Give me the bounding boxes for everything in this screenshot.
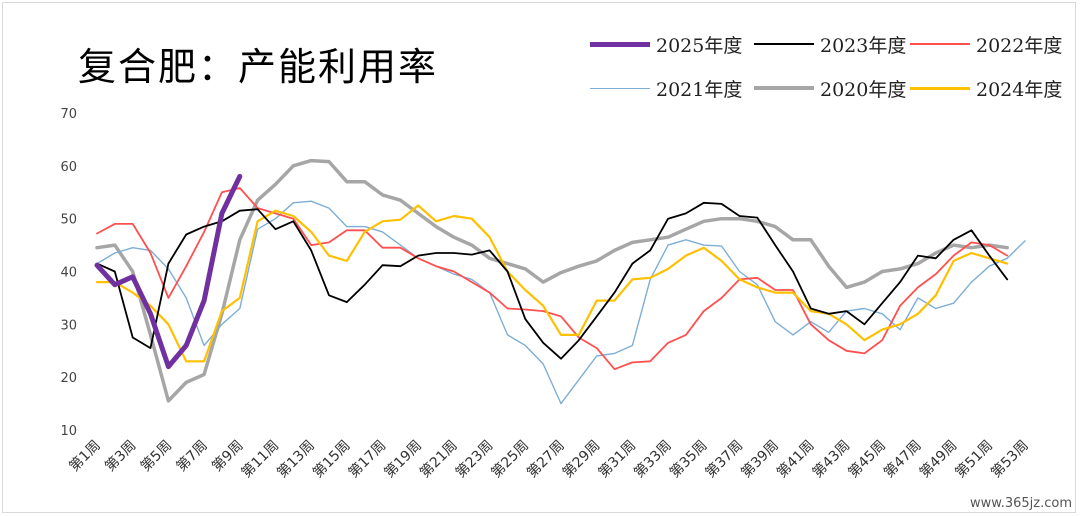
x-tick-label: 第53周: [987, 437, 1031, 481]
x-tick-label: 第21周: [416, 437, 460, 481]
x-tick-label: 第25周: [488, 437, 532, 481]
legend-swatch-2020: [754, 86, 814, 90]
x-tick-label: 第33周: [630, 437, 674, 481]
x-tick-label: 第15周: [309, 437, 353, 481]
x-tick-label: 第19周: [381, 437, 425, 481]
series-line-2025: [94, 173, 243, 370]
legend-swatch-2025: [590, 41, 650, 47]
x-tick-label: 第41周: [773, 437, 817, 481]
x-axis: 第1周第3周第5周第7周第9周第11周第13周第15周第17周第19周第21周第…: [66, 437, 1032, 481]
y-tick-label: 50: [60, 213, 77, 228]
y-tick-label: 10: [60, 424, 77, 439]
x-tick-label: 第49周: [916, 437, 960, 481]
legend-item-2023: 2023年度: [754, 32, 907, 57]
series-lines: [94, 158, 1026, 405]
legend-label-2020: 2020年度: [820, 78, 907, 101]
x-tick-label: 第43周: [809, 437, 853, 481]
legend-label-2023: 2023年度: [820, 34, 907, 57]
y-tick-label: 30: [60, 318, 77, 333]
legend-swatch-2023: [754, 43, 814, 45]
legend-item-2024: 2024年度: [910, 76, 1063, 101]
x-tick-label: 第17周: [345, 437, 389, 481]
series-line-2020: [95, 158, 1009, 403]
legend-label-2025: 2025年度: [656, 34, 743, 57]
x-tick-label: 第23周: [452, 437, 496, 481]
x-tick-label: 第1周: [66, 437, 104, 475]
x-tick-label: 第51周: [952, 437, 996, 481]
watermark: www.365jz.com: [970, 496, 1072, 511]
y-tick-label: 20: [60, 371, 77, 386]
x-tick-label: 第35周: [666, 437, 710, 481]
x-tick-label: 第31周: [595, 437, 639, 481]
x-tick-label: 第11周: [238, 437, 282, 481]
x-tick-label: 第29周: [559, 437, 603, 481]
x-tick-label: 第27周: [523, 437, 567, 481]
series-line-2024: [95, 204, 1009, 363]
x-tick-label: 第47周: [880, 437, 924, 481]
legend-label-2022: 2022年度: [976, 34, 1063, 57]
x-tick-label: 第37周: [702, 437, 746, 481]
legend-swatch-2024: [910, 86, 970, 90]
legend-item-2025: 2025年度: [590, 32, 743, 57]
legend-item-2022: 2022年度: [910, 32, 1063, 57]
legend-swatch-2022: [910, 43, 970, 45]
x-tick-label: 第3周: [101, 437, 139, 475]
legend-swatch-2021: [590, 87, 650, 89]
y-tick-label: 40: [60, 266, 77, 281]
chart-title: 复合肥：产能利用率: [78, 45, 439, 89]
series-line-2023: [96, 201, 1009, 360]
legend-item-2021: 2021年度: [590, 76, 743, 101]
series-line-2022: [96, 187, 1009, 371]
chart-legend: 2025年度 2023年度 2022年度 2021年度 2020年度 2024年…: [590, 28, 1070, 106]
legend-label-2024: 2024年度: [976, 78, 1063, 101]
y-tick-label: 70: [60, 107, 77, 122]
x-tick-label: 第5周: [137, 437, 175, 475]
legend-item-2020: 2020年度: [754, 76, 907, 101]
legend-label-2021: 2021年度: [656, 78, 743, 101]
y-tick-label: 60: [60, 160, 77, 175]
y-axis: 10 20 30 40 50 60 70: [60, 107, 77, 439]
x-tick-label: 第13周: [274, 437, 318, 481]
x-tick-label: 第7周: [173, 437, 211, 475]
x-tick-label: 第45周: [845, 437, 889, 481]
series-line-2021: [96, 200, 1026, 405]
x-tick-label: 第39周: [738, 437, 782, 481]
